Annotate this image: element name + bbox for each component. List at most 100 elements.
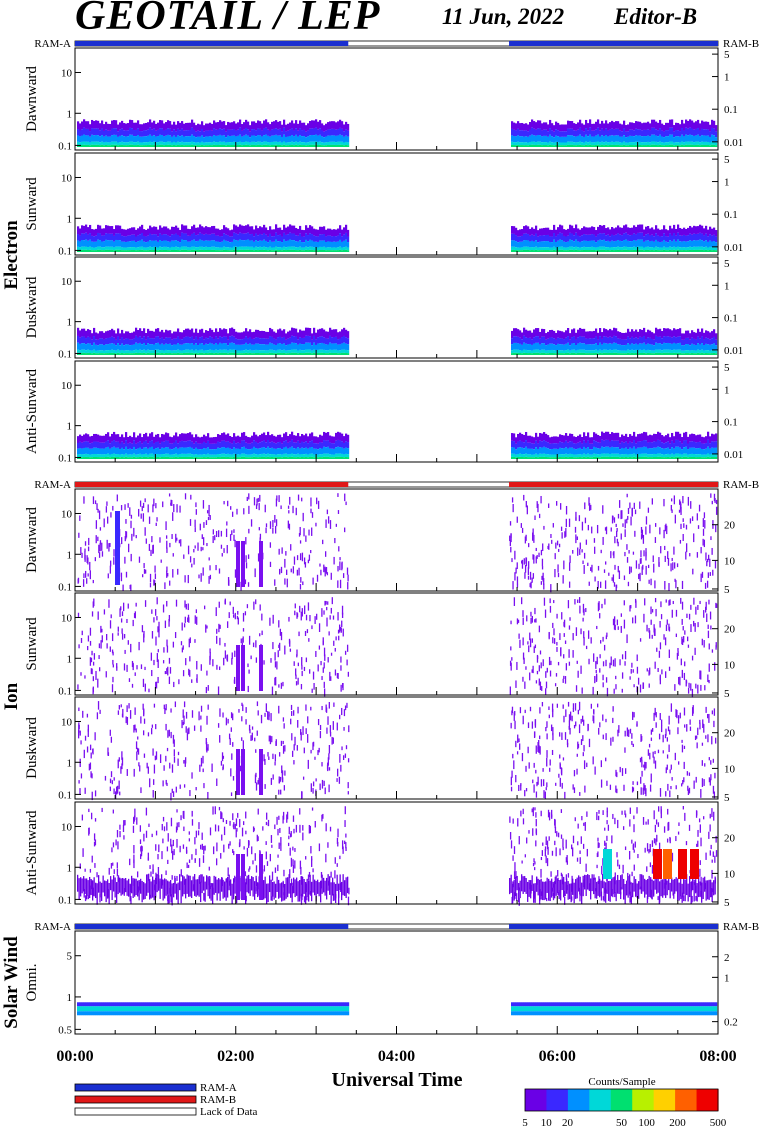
heatmap-cell bbox=[179, 250, 182, 252]
heatmap-cell bbox=[211, 233, 214, 241]
heatmap-cell bbox=[575, 145, 578, 147]
heatmap-cell bbox=[91, 247, 94, 251]
heatmap-cell bbox=[243, 453, 246, 457]
heatmap-cell bbox=[297, 456, 300, 459]
heatmap-cell bbox=[202, 500, 205, 509]
heatmap-cell bbox=[715, 131, 718, 138]
heatmap-cell bbox=[301, 353, 304, 355]
heatmap-cell bbox=[231, 449, 234, 455]
heatmap-cell bbox=[283, 343, 286, 350]
heatmap-cell bbox=[703, 449, 706, 455]
heatmap-cell bbox=[185, 433, 188, 442]
heatmap-cell bbox=[177, 343, 180, 350]
heatmap-cell bbox=[611, 343, 614, 351]
heatmap-cell bbox=[679, 336, 682, 343]
heatmap-cell bbox=[715, 236, 718, 243]
heatmap-cell bbox=[589, 247, 592, 251]
heatmap-cell bbox=[79, 353, 82, 355]
heatmap-cell bbox=[563, 241, 566, 248]
heatmap-cell bbox=[281, 454, 284, 458]
heatmap-cell bbox=[563, 344, 566, 351]
heatmap-cell bbox=[699, 434, 702, 442]
heatmap-cell bbox=[535, 432, 538, 441]
heatmap-cell bbox=[323, 329, 326, 338]
heatmap-cell bbox=[305, 145, 308, 147]
heatmap-cell bbox=[207, 447, 210, 454]
heatmap-cell bbox=[543, 227, 546, 236]
heatmap-cell bbox=[277, 141, 280, 145]
heatmap-cell bbox=[141, 232, 144, 240]
heatmap-cell bbox=[609, 236, 612, 242]
heatmap-cell bbox=[629, 250, 632, 252]
heatmap-cell bbox=[207, 330, 210, 339]
heatmap-cell bbox=[313, 436, 316, 444]
heatmap-cell bbox=[541, 433, 544, 442]
heatmap-cell bbox=[245, 127, 248, 135]
heatmap-cell bbox=[231, 236, 234, 242]
heatmap-cell bbox=[619, 227, 622, 235]
right-tick-label: 1 bbox=[724, 280, 730, 292]
heatmap-cell bbox=[553, 137, 556, 143]
heatmap-cell bbox=[261, 130, 264, 137]
heatmap-cell bbox=[683, 241, 686, 248]
heatmap-cell bbox=[347, 145, 350, 147]
heatmap-cell bbox=[279, 234, 282, 242]
heatmap-cell bbox=[219, 454, 222, 458]
heatmap-cell bbox=[300, 577, 302, 583]
heatmap-cell bbox=[147, 122, 150, 130]
heatmap-cell bbox=[249, 457, 252, 459]
heatmap-cell bbox=[687, 120, 690, 129]
heatmap-cell bbox=[655, 434, 658, 442]
heatmap-cell bbox=[283, 134, 286, 142]
heatmap-cell bbox=[699, 224, 702, 233]
heatmap-cell bbox=[109, 350, 112, 354]
heatmap-cell bbox=[173, 454, 176, 458]
heatmap-cell bbox=[195, 142, 198, 146]
heatmap-cell bbox=[705, 141, 708, 145]
heatmap-cell bbox=[195, 227, 198, 236]
heatmap-cell bbox=[147, 235, 150, 242]
heatmap-cell bbox=[547, 454, 550, 458]
heatmap-cell bbox=[639, 239, 642, 247]
heatmap-cell bbox=[87, 343, 90, 350]
heatmap-cell bbox=[511, 121, 514, 129]
heatmap-cell bbox=[175, 344, 178, 351]
heatmap-cell bbox=[653, 119, 656, 128]
heatmap-cell bbox=[527, 142, 530, 146]
heatmap-cell bbox=[219, 250, 222, 252]
heatmap-cell bbox=[209, 454, 212, 458]
heatmap-cell bbox=[81, 435, 84, 443]
heatmap-cell bbox=[585, 454, 588, 458]
heatmap-cell bbox=[697, 448, 700, 455]
heatmap-cell bbox=[171, 145, 174, 147]
heatmap-cell bbox=[687, 350, 690, 354]
heatmap-cell bbox=[559, 330, 562, 339]
heatmap-cell bbox=[539, 250, 542, 252]
heatmap-cell bbox=[607, 431, 610, 440]
heatmap-cell bbox=[525, 337, 528, 344]
heatmap-cell bbox=[601, 225, 604, 234]
heatmap-cell bbox=[711, 235, 714, 242]
heatmap-cell bbox=[163, 130, 166, 137]
heatmap-cell bbox=[665, 142, 668, 146]
heatmap-cell bbox=[625, 249, 628, 252]
heatmap-cell bbox=[549, 250, 552, 252]
heatmap-cell bbox=[543, 432, 546, 441]
heatmap-cell bbox=[697, 336, 700, 344]
heatmap-cell bbox=[331, 241, 334, 248]
heatmap-cell bbox=[517, 242, 520, 248]
heatmap-cell bbox=[149, 246, 152, 250]
heatmap-cell bbox=[709, 142, 712, 146]
heatmap-cell bbox=[511, 135, 514, 142]
heatmap-cell bbox=[185, 453, 188, 457]
heatmap-cell bbox=[123, 353, 126, 355]
heatmap-cell bbox=[307, 352, 310, 355]
heatmap-cell bbox=[347, 338, 350, 345]
heatmap-cell bbox=[297, 440, 300, 448]
heatmap-cell bbox=[677, 453, 680, 457]
heatmap-cell bbox=[225, 447, 228, 455]
panel-label: Anti-Sunward bbox=[24, 369, 40, 454]
heatmap-cell bbox=[553, 246, 556, 250]
heatmap-cell bbox=[713, 447, 716, 455]
heatmap-cell bbox=[215, 241, 218, 248]
